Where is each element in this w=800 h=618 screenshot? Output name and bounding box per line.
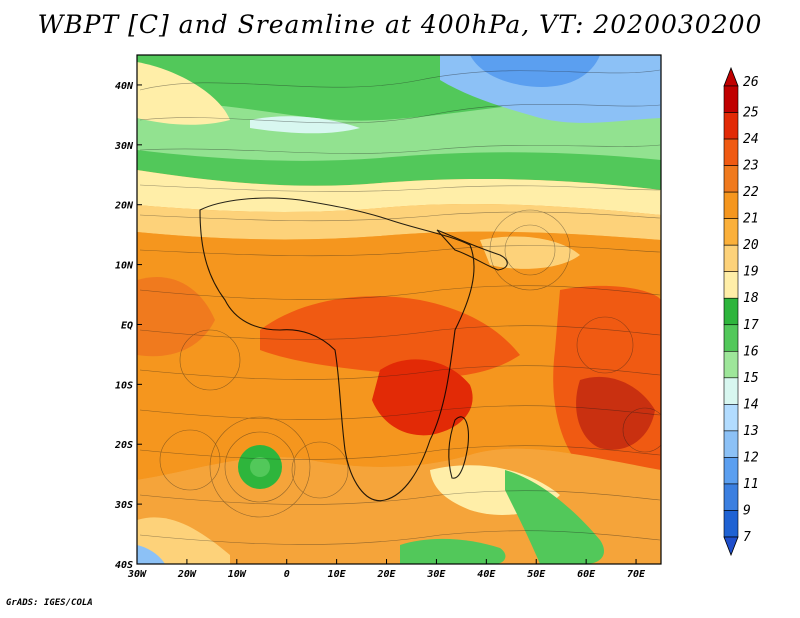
south-green-bottom	[400, 538, 506, 564]
colorbar-bottom-arrow	[723, 536, 739, 557]
lon-tick-label: 60E	[577, 569, 596, 580]
equatorial-red-core	[260, 296, 520, 377]
colorbar-swatch	[723, 271, 739, 299]
mid-yellow-east	[480, 236, 580, 269]
colorbar-label: 24	[743, 132, 759, 147]
western-red-band	[137, 276, 215, 357]
colorbar-label: 20	[743, 238, 759, 253]
colorbar-label: 19	[743, 265, 759, 280]
map-title: WBPT [C] and Sreamline at 400hPa, VT: 20…	[37, 10, 763, 39]
northwest-yellow	[137, 62, 230, 125]
lon-tick-label: 20E	[376, 569, 396, 580]
colorbar-label: 18	[743, 291, 759, 306]
lat-tick-label: 10S	[115, 380, 133, 391]
indian-ocean-deep-red	[576, 376, 655, 450]
subtropic-yellow-band	[137, 170, 661, 215]
colorbar-label: 26	[743, 75, 759, 90]
east-africa-red	[372, 359, 473, 436]
colorbar-top-arrow	[723, 66, 739, 87]
colorbar-swatch	[723, 404, 739, 432]
colorbar-label: 13	[743, 424, 759, 439]
north-cyan-bit	[250, 116, 360, 134]
colorbar-swatch	[723, 138, 739, 166]
colorbar-label: 15	[743, 371, 759, 386]
colorbar-swatch	[723, 377, 739, 405]
lon-tick-label: 40E	[477, 569, 496, 580]
lon-tick-label: 30E	[426, 569, 446, 580]
colorbar-label: 9	[743, 503, 751, 518]
south-green-patch	[505, 470, 605, 564]
lat-tick-label: 40S	[115, 560, 133, 571]
map-frame	[136, 54, 662, 565]
colorbar-label: 22	[743, 185, 759, 200]
wbpt-field	[137, 55, 661, 564]
colorbar-swatch	[723, 165, 739, 193]
colorbar-swatch	[723, 457, 739, 485]
colorbar-label: 7	[743, 530, 751, 545]
colorbar-swatch	[723, 350, 739, 379]
latitude-axis: 40N 30N 20N 10N EQ 10S 20S 30S 40S	[114, 81, 142, 571]
lon-tick-label: 20W	[177, 569, 197, 580]
colorbar-label: 23	[743, 159, 759, 174]
colorbar: 26 25 24 23 22 21 20 19 18 17 16 15 14 13 12 11 9 7	[723, 66, 759, 557]
colorbar-label: 12	[743, 450, 759, 465]
streamlines	[139, 69, 661, 545]
southwest-blue-corner	[137, 545, 165, 564]
colorbar-swatch	[723, 191, 739, 219]
colorbar-swatch	[723, 483, 739, 511]
credit-footer: GrADS: IGES/COLA	[6, 598, 93, 608]
colorbar-label: 17	[743, 318, 759, 333]
lon-tick-label: 0	[284, 569, 290, 580]
colorbar-swatch	[723, 297, 739, 326]
longitude-axis: 30W 20W 10W 0 10E 20E 30E 40E 50E 60E 70E	[127, 559, 646, 580]
lon-tick-label: 50E	[527, 569, 546, 580]
coastlines	[199, 197, 508, 502]
subtropic-light-orange	[137, 204, 661, 240]
lon-tick-label: 10E	[328, 569, 347, 580]
lat-tick-label: 20S	[114, 440, 133, 451]
lat-tick-label: 10N	[115, 261, 134, 272]
colorbar-swatch	[723, 324, 739, 352]
colorbar-label: 16	[743, 344, 759, 359]
north-blue-deep	[470, 55, 600, 87]
lat-tick-label: 20N	[114, 201, 134, 212]
lat-tick-label: 30S	[114, 500, 133, 511]
lat-tick-label: EQ	[121, 320, 133, 331]
colorbar-swatch	[723, 218, 739, 246]
southwest-yellow	[137, 517, 230, 564]
colorbar-label: 11	[743, 477, 759, 492]
colorbar-label: 21	[743, 212, 759, 227]
colorbar-swatch	[723, 510, 739, 538]
lon-tick-label: 70E	[627, 569, 646, 580]
lat-tick-label: 30N	[114, 141, 134, 152]
colorbar-swatch	[723, 112, 739, 140]
lat-tick-label: 40N	[115, 81, 134, 92]
colorbar-label: 14	[743, 397, 759, 412]
colorbar-swatch	[723, 244, 739, 273]
lon-tick-label: 30W	[127, 569, 147, 580]
colorbar-swatch	[723, 430, 739, 458]
lon-tick-label: 10W	[228, 569, 247, 580]
colorbar-label: 25	[743, 106, 759, 121]
atlantic-green-eddy-inner	[250, 457, 270, 477]
colorbar-swatch	[723, 85, 739, 113]
